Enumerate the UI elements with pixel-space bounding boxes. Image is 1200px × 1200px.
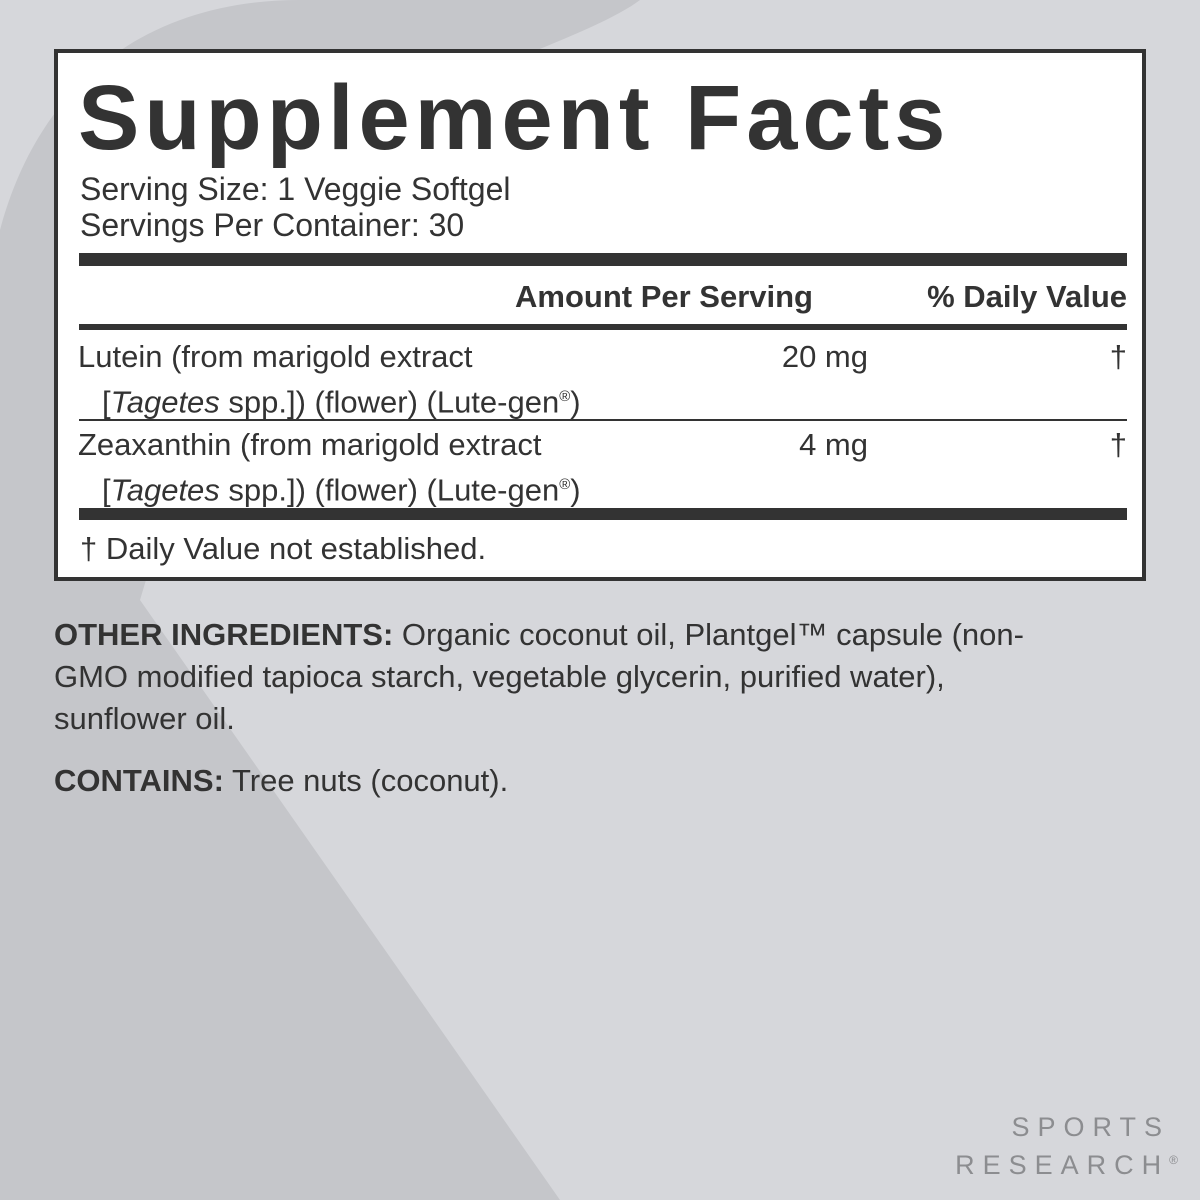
contains: CONTAINS: Tree nuts (coconut). xyxy=(54,763,509,798)
ingredient-name: Lutein (from marigold extract xyxy=(78,339,473,374)
ingredient-name: Zeaxanthin (from marigold extract xyxy=(78,427,542,462)
row-divider xyxy=(79,419,1127,421)
panel-title: Supplement Facts xyxy=(78,67,951,169)
medium-divider xyxy=(79,324,1127,330)
dv-lutein: † xyxy=(1109,339,1127,374)
ingredient-source: [Tagetes spp.]) (flower) (Lute-gen®) xyxy=(102,384,581,420)
supplement-facts-panel: Supplement Facts Serving Size: 1 Veggie … xyxy=(54,49,1146,581)
serving-size: Serving Size: 1 Veggie Softgel xyxy=(80,171,511,207)
thick-divider xyxy=(79,508,1127,520)
thick-divider xyxy=(79,253,1127,266)
daily-value-header: % Daily Value xyxy=(927,279,1127,314)
servings-per-container: Servings Per Container: 30 xyxy=(80,207,465,243)
amount-header: Amount Per Serving xyxy=(515,279,813,314)
amount-lutein: 20 mg xyxy=(781,339,868,374)
brand-logo-line1: SPORTS xyxy=(1011,1112,1170,1142)
amount-zeaxanthin: 4 mg xyxy=(799,427,868,462)
footnote: † Daily Value not established. xyxy=(80,531,487,566)
dv-zeaxanthin: † xyxy=(1109,427,1127,462)
ingredient-row-lutein: Lutein (from marigold extract [Tagetes s… xyxy=(78,337,581,422)
brand-logo-line2: RESEARCH® xyxy=(955,1150,1178,1180)
other-ingredients: OTHER INGREDIENTS: Organic coconut oil, … xyxy=(54,617,1024,736)
ingredient-row-zeaxanthin: Zeaxanthin (from marigold extract [Taget… xyxy=(78,425,581,510)
ingredient-source: [Tagetes spp.]) (flower) (Lute-gen®) xyxy=(102,472,581,508)
